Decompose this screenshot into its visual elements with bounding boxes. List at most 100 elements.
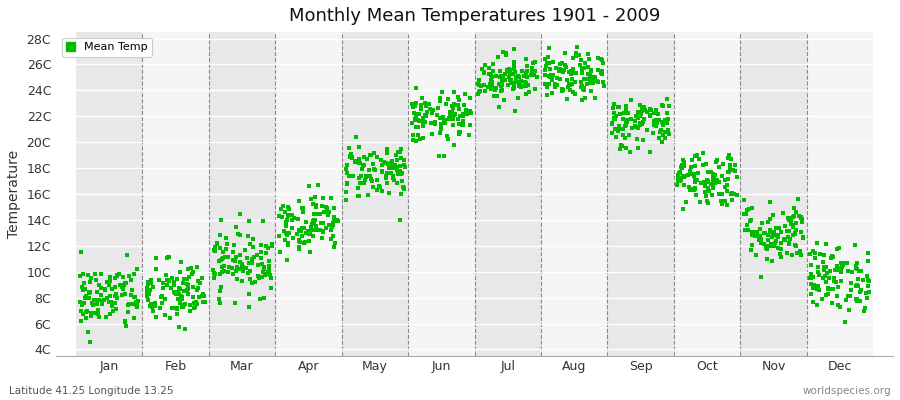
Point [611,104,625,110]
Point [795,218,809,225]
Point [454,122,469,128]
Point [364,176,378,182]
Point [807,255,822,261]
Point [153,304,167,311]
Point [640,109,654,115]
Point [503,77,517,83]
Point [385,174,400,181]
Point [211,241,225,247]
Point [144,277,158,283]
Point [77,285,92,292]
Point [806,283,821,290]
Point [194,274,209,281]
Point [181,285,195,292]
Point [374,157,388,164]
Point [92,314,106,320]
Point [92,297,106,304]
Point [577,84,591,91]
Point [517,73,531,80]
Point [155,300,169,306]
Point [251,262,266,268]
Point [305,221,320,227]
Point [545,89,560,96]
Point [296,209,310,216]
Point [754,220,769,226]
Point [493,73,508,80]
Point [580,71,595,77]
Point [326,232,340,239]
Point [618,134,633,141]
Point [439,100,454,107]
Point [815,258,830,265]
Point [325,224,339,230]
Point [585,74,599,80]
Point [265,240,279,247]
Point [540,92,554,98]
Point [443,110,457,117]
Point [613,146,627,152]
Point [587,76,601,82]
Point [486,60,500,67]
Point [585,77,599,83]
Point [765,258,779,264]
Point [507,62,521,68]
Point [541,54,555,60]
Point [476,69,491,76]
Point [213,300,228,307]
Point [560,77,574,83]
Point [364,152,378,158]
Bar [342,32,408,356]
Point [414,102,428,108]
Point [408,116,422,123]
Point [770,232,784,238]
Point [729,192,743,199]
Point [356,179,371,186]
Point [251,273,266,279]
Point [173,286,187,292]
Point [824,255,838,261]
Point [478,61,492,68]
Point [102,281,116,288]
Point [320,212,335,219]
Point [245,256,259,262]
Point [784,221,798,227]
Point [436,89,450,95]
Point [394,178,409,184]
Point [825,253,840,259]
Point [370,177,384,184]
Point [656,122,670,128]
Point [485,73,500,80]
Point [546,59,561,66]
Point [411,110,426,117]
Point [285,224,300,231]
Point [238,264,252,271]
Point [605,130,619,136]
Point [463,95,477,101]
Point [458,91,473,97]
Point [831,267,845,274]
Point [303,196,318,202]
Point [292,238,307,244]
Point [453,129,467,136]
Point [515,68,529,74]
Point [539,83,554,90]
Point [830,246,844,252]
Point [654,102,669,108]
Point [654,139,669,146]
Point [116,282,130,288]
Point [316,194,330,201]
Point [263,272,277,278]
Point [700,200,715,206]
Point [709,159,724,166]
Point [494,87,508,94]
Point [837,319,851,325]
Point [676,206,690,212]
Point [155,293,169,300]
Point [374,169,389,176]
Point [688,185,702,192]
Bar [209,32,275,356]
Point [309,227,323,234]
Point [361,192,375,198]
Point [804,281,818,288]
Point [285,216,300,223]
